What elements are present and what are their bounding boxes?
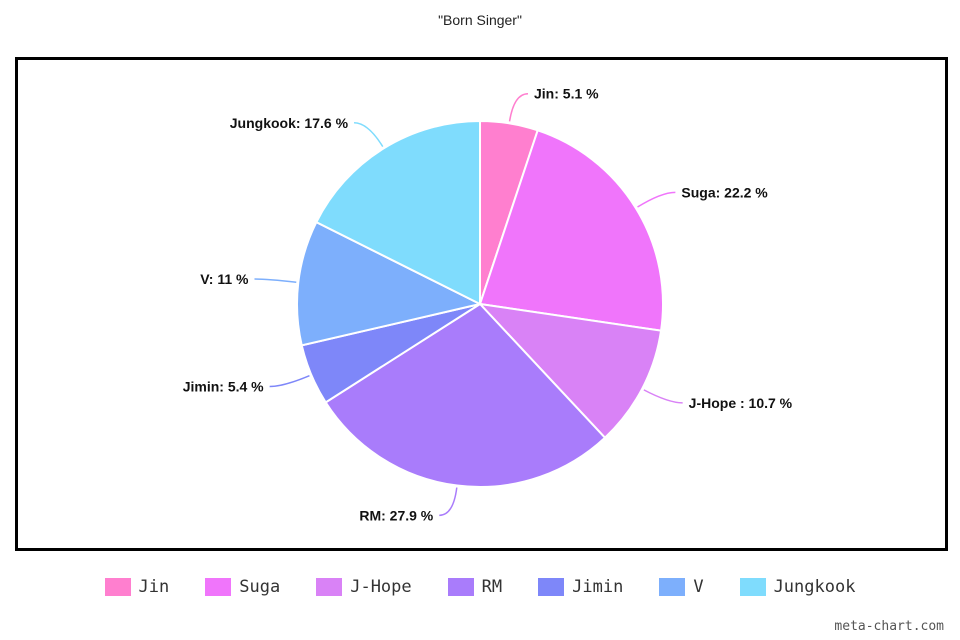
legend-swatch (659, 578, 686, 596)
legend-label: Jungkook (773, 577, 856, 597)
chart-title: "Born Singer" (438, 12, 522, 28)
legend-swatch (447, 578, 474, 596)
leader-line-j-hope (643, 389, 683, 404)
chart-frame (15, 57, 948, 551)
legend-swatch (316, 578, 343, 596)
legend-label: RM (481, 577, 503, 597)
leader-line-v (254, 278, 297, 283)
legend-item-jin[interactable]: Jin (104, 577, 170, 597)
leader-line-jin (508, 92, 529, 122)
leader-line-rm (439, 487, 458, 517)
leader-line-suga (637, 191, 676, 208)
data-label-jin: Jin: 5.1 % (534, 86, 599, 102)
legend-item-jimin[interactable]: Jimin (538, 577, 623, 597)
legend-label: V (693, 577, 704, 597)
data-label-jimin: Jimin: 5.4 % (183, 379, 264, 395)
legend-label: J-Hope (350, 577, 412, 597)
leader-line-jimin (269, 374, 310, 388)
legend-swatch (538, 578, 565, 596)
legend-swatch (104, 578, 131, 596)
data-label-jungkook: Jungkook: 17.6 % (230, 115, 349, 131)
pie-slice-v (296, 220, 483, 347)
data-label-v: V: 11 % (200, 271, 249, 287)
legend-label: Jin (138, 577, 170, 597)
data-label-suga: Suga: 22.2 % (681, 184, 768, 200)
legend-label: Suga (239, 577, 281, 597)
legend-item-rm[interactable]: RM (447, 577, 503, 597)
credit-text: meta-chart.com (834, 619, 944, 634)
legend-label: Jimin (572, 577, 624, 597)
legend-swatch (205, 578, 232, 596)
data-label-j-hope: J-Hope : 10.7 % (689, 395, 793, 411)
legend: Jin Suga J-Hope RM Jimin V Jungkook (0, 577, 960, 597)
leader-line-jungkook (353, 122, 384, 148)
legend-item-v[interactable]: V (659, 577, 704, 597)
legend-swatch (739, 578, 766, 596)
legend-item-j-hope[interactable]: J-Hope (316, 577, 412, 597)
pie-slice-suga (478, 129, 664, 332)
pie-slice-jungkook (314, 119, 481, 306)
pie-slice-j-hope (477, 302, 663, 440)
pie-slice-rm (324, 302, 607, 488)
legend-item-jungkook[interactable]: Jungkook (739, 577, 856, 597)
legend-item-suga[interactable]: Suga (205, 577, 280, 597)
data-label-rm: RM: 27.9 % (359, 507, 433, 523)
